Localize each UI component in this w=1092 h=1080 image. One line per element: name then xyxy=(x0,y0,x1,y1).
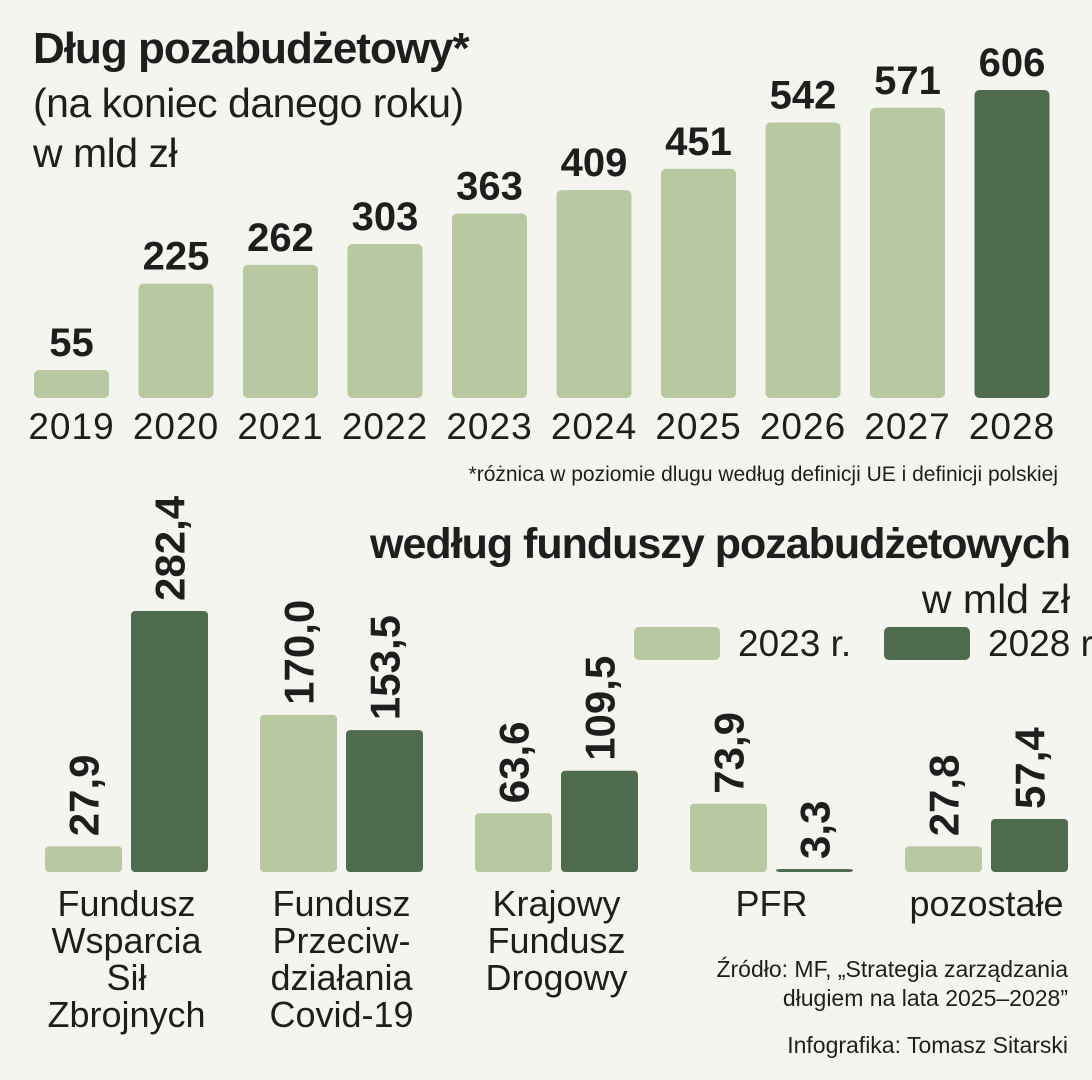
x-tick-2025: 2025 xyxy=(655,406,741,447)
category-label-0-line2: Sił xyxy=(106,957,146,998)
footnote: *różnica w poziomie dlugu według definic… xyxy=(468,463,1058,486)
bar-group3-series1 xyxy=(776,868,853,872)
value-label-2021: 262 xyxy=(247,216,314,260)
bar-group4-series0 xyxy=(905,846,982,872)
value-label-2022: 303 xyxy=(352,195,419,239)
bar-2025 xyxy=(661,168,736,398)
category-label-2-line0: Krajowy xyxy=(492,883,620,924)
chart-unit: w mld zł xyxy=(33,130,178,176)
value-label-group0-series1: 282,4 xyxy=(147,495,194,601)
value-label-2026: 542 xyxy=(770,74,837,118)
category-label-2-line2: Drogowy xyxy=(485,957,627,998)
value-label-2025: 451 xyxy=(665,120,732,164)
x-tick-2027: 2027 xyxy=(864,406,950,447)
value-label-group2-series1: 109,5 xyxy=(577,656,624,761)
legend-label-2028: 2028 r. xyxy=(988,623,1092,664)
bar-group0-series0 xyxy=(45,846,122,872)
source-line-1: Źródło: MF, „Strategia zarządzania xyxy=(716,956,1068,982)
chart-subtitle: (na koniec danego roku) xyxy=(33,80,464,126)
legend-swatch-2028 xyxy=(884,627,970,660)
value-label-group4-series0: 27,8 xyxy=(921,755,968,837)
bar-group1-series0 xyxy=(260,714,337,872)
x-tick-2023: 2023 xyxy=(446,406,532,447)
category-label-1-line0: Fundusz xyxy=(272,883,410,924)
x-tick-2028: 2028 xyxy=(969,406,1055,447)
bar-2023 xyxy=(452,213,527,398)
bar-2027 xyxy=(870,107,945,398)
value-label-group3-series1: 3,3 xyxy=(792,801,839,859)
value-label-2023: 363 xyxy=(456,165,523,209)
source-note: Źródło: MF, „Strategia zarządzania długi… xyxy=(716,955,1068,1013)
bar-2022 xyxy=(347,244,423,398)
debt-by-year-chart: 55 2019 225 2020 262 2021 303 2022 363 2023 409 202… xyxy=(28,41,1055,447)
value-label-2020: 225 xyxy=(143,235,210,279)
value-label-group3-series0: 73,9 xyxy=(706,712,753,794)
value-label-2027: 571 xyxy=(874,59,941,103)
category-label-4-line0: pozostałe xyxy=(909,883,1063,924)
bar-2024 xyxy=(556,190,632,398)
legend-swatch-2023 xyxy=(634,627,720,660)
bar-2028 xyxy=(974,90,1050,398)
funds-chart-title: według funduszy pozabudżetowych xyxy=(370,520,1071,568)
x-tick-2020: 2020 xyxy=(133,406,219,447)
credit: Infografika: Tomasz Sitarski xyxy=(787,1032,1068,1058)
bar-group0-series1 xyxy=(131,611,208,872)
category-label-1-line3: Covid-19 xyxy=(269,994,413,1035)
value-label-group4-series1: 57,4 xyxy=(1007,727,1054,809)
category-label-3-line0: PFR xyxy=(736,883,808,924)
source-line-2: długiem na lata 2025–2028” xyxy=(782,985,1068,1011)
legend-label-2023: 2023 r. xyxy=(738,623,852,664)
category-label-1-line1: Przeciw- xyxy=(272,920,410,961)
x-tick-2024: 2024 xyxy=(551,406,637,447)
value-label-group1-series1: 153,5 xyxy=(362,615,409,720)
bar-2019 xyxy=(34,370,109,398)
bar-2020 xyxy=(138,283,214,398)
value-label-2024: 409 xyxy=(561,141,628,185)
category-label-0-line0: Fundusz xyxy=(57,883,195,924)
x-tick-2021: 2021 xyxy=(237,406,323,447)
value-label-group2-series0: 63,6 xyxy=(491,721,538,803)
category-label-1-line2: działania xyxy=(270,957,413,998)
category-label-2-line1: Fundusz xyxy=(487,920,625,961)
chart-title: Dług pozabudżetowy* xyxy=(33,24,470,73)
value-label-2028: 606 xyxy=(979,41,1046,85)
bar-group3-series0 xyxy=(690,803,767,872)
x-tick-2026: 2026 xyxy=(760,406,846,447)
category-label-0-line1: Wsparcia xyxy=(51,920,202,961)
bar-group2-series1 xyxy=(561,770,638,872)
bar-2026 xyxy=(765,122,841,399)
bar-group2-series0 xyxy=(475,813,552,872)
x-tick-2019: 2019 xyxy=(28,406,114,447)
value-label-group0-series0: 27,9 xyxy=(61,754,108,836)
x-tick-2022: 2022 xyxy=(342,406,428,447)
funds-chart-unit: w mld zł xyxy=(921,576,1070,622)
bar-group4-series1 xyxy=(991,818,1068,872)
bar-group1-series1 xyxy=(346,730,423,872)
value-label-2019: 55 xyxy=(49,321,94,365)
value-label-group1-series0: 170,0 xyxy=(276,600,323,705)
bar-2021 xyxy=(243,264,318,398)
category-label-0-line3: Zbrojnych xyxy=(47,994,205,1035)
